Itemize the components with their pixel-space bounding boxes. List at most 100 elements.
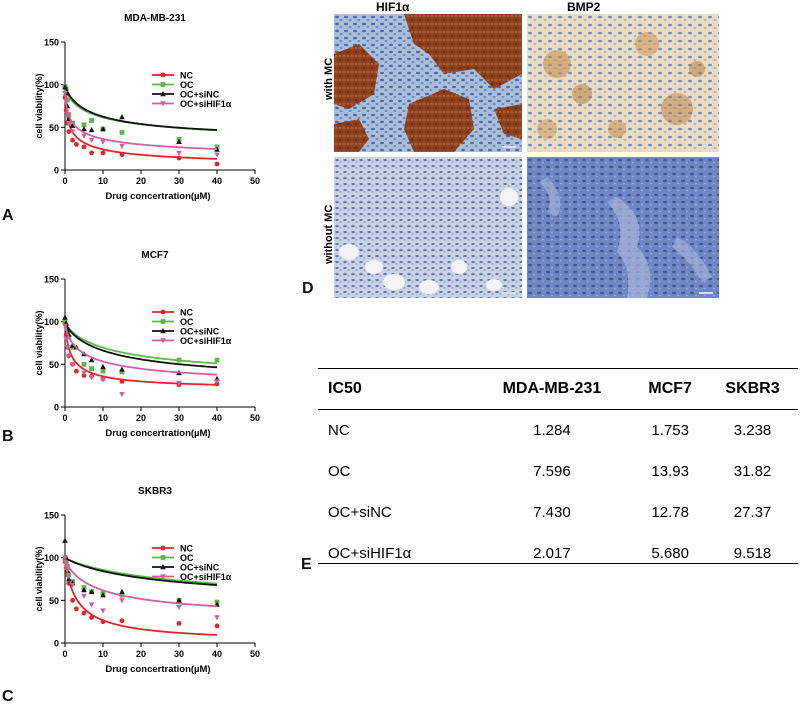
data-point bbox=[214, 379, 220, 385]
legend-entry: OC+siNC bbox=[180, 563, 220, 573]
table-cell: 5.680 bbox=[651, 545, 689, 562]
data-point bbox=[176, 380, 182, 387]
data-point bbox=[176, 597, 182, 603]
fit-curve bbox=[64, 325, 218, 386]
data-point bbox=[176, 150, 182, 156]
y-tick-label: 50 bbox=[49, 360, 59, 370]
y-axis-label: cell viability(%) bbox=[34, 546, 44, 611]
table-row: NC 1.284 1.753 3.238 bbox=[318, 410, 798, 452]
panel-label-e: E bbox=[301, 556, 312, 573]
x-tick-label: 40 bbox=[212, 413, 222, 423]
table-row: OC 7.596 13.93 31.82 bbox=[318, 451, 798, 492]
data-point bbox=[88, 602, 95, 608]
chart-mcf7: MCF7 0 50 100 150 0 10 20 30 40 50 Drug concertrati… bbox=[34, 250, 260, 439]
y-tick-label: 100 bbox=[44, 80, 59, 90]
data-point bbox=[64, 112, 71, 118]
data-point bbox=[214, 623, 220, 629]
data-point bbox=[88, 374, 95, 381]
data-point bbox=[176, 620, 182, 626]
data-point bbox=[74, 606, 79, 612]
data-point bbox=[214, 615, 220, 621]
y-axis-label: cell viability(%) bbox=[34, 73, 44, 138]
y-tick-label: 100 bbox=[44, 553, 59, 563]
data-point bbox=[70, 137, 75, 143]
table-cell: NC bbox=[328, 422, 350, 439]
legend-entry: NC bbox=[180, 544, 193, 554]
legend-marker bbox=[160, 564, 166, 570]
y-tick-label: 50 bbox=[49, 596, 59, 606]
chart-title: MDA-MB-231 bbox=[124, 13, 186, 24]
data-point bbox=[62, 314, 68, 320]
x-tick-label: 30 bbox=[174, 176, 184, 186]
data-point bbox=[176, 138, 182, 145]
panel-label-c: C bbox=[2, 688, 14, 705]
legend-entry: OC+siNC bbox=[180, 90, 220, 100]
table-cell: 2.017 bbox=[533, 545, 571, 562]
data-point bbox=[89, 366, 94, 371]
y-tick-label: 0 bbox=[54, 166, 59, 176]
legend-entry: OC+siNC bbox=[180, 327, 220, 337]
ic50-table: IC50 MDA-MB-231 MCF7 SKBR3 NC 1.284 1.75… bbox=[318, 368, 798, 574]
data-point bbox=[69, 122, 76, 128]
fit-curve bbox=[64, 322, 218, 369]
data-point bbox=[88, 137, 95, 144]
data-point bbox=[64, 345, 71, 351]
panel-label-a: A bbox=[2, 207, 14, 224]
data-point bbox=[214, 161, 220, 167]
legend-entry: NC bbox=[180, 308, 193, 318]
data-point bbox=[88, 588, 95, 594]
table-row: OC+siHIF1α 2.017 5.680 9.518 bbox=[318, 533, 798, 574]
data-point bbox=[69, 582, 76, 588]
ihc-image-grid: HIF1α BMP2 with MC without MC bbox=[323, 0, 800, 300]
data-point bbox=[119, 114, 125, 120]
data-point bbox=[119, 152, 125, 158]
table-bottom-rule bbox=[318, 563, 798, 565]
x-tick-label: 0 bbox=[62, 176, 67, 186]
data-point bbox=[74, 368, 79, 374]
y-tick-label: 0 bbox=[54, 639, 59, 649]
data-point bbox=[119, 598, 125, 604]
data-point bbox=[64, 563, 70, 569]
data-point bbox=[62, 323, 68, 329]
data-point bbox=[81, 593, 87, 600]
x-tick-label: 10 bbox=[98, 649, 108, 659]
data-point bbox=[66, 129, 72, 135]
data-point bbox=[89, 615, 94, 620]
data-point bbox=[119, 618, 125, 624]
legend-marker bbox=[160, 338, 166, 344]
x-tick-label: 20 bbox=[136, 413, 146, 423]
x-tick-label: 40 bbox=[212, 176, 222, 186]
scale-bar bbox=[502, 292, 516, 294]
y-tick-label: 0 bbox=[54, 403, 59, 413]
legend-entry: OC bbox=[180, 317, 194, 327]
fit-curve bbox=[64, 557, 217, 585]
data-point bbox=[62, 91, 68, 97]
data-point bbox=[214, 152, 220, 158]
x-tick-label: 50 bbox=[250, 649, 260, 659]
table-cell: OC+siNC bbox=[328, 504, 392, 521]
x-tick-label: 40 bbox=[212, 649, 222, 659]
x-tick-label: 10 bbox=[98, 413, 108, 423]
scale-bar bbox=[699, 292, 713, 294]
scale-bar bbox=[699, 146, 713, 148]
data-point bbox=[81, 144, 87, 150]
x-tick-label: 20 bbox=[136, 649, 146, 659]
y-tick-label: 50 bbox=[49, 123, 59, 133]
chart-title: MCF7 bbox=[141, 250, 169, 261]
legend-marker bbox=[160, 101, 166, 107]
data-point bbox=[100, 377, 106, 383]
legend-entry: OC+siHIF1α bbox=[180, 336, 232, 346]
table-header: SKBR3 bbox=[707, 368, 798, 410]
data-point bbox=[74, 142, 79, 147]
column-header-hif1a: HIF1α bbox=[376, 0, 410, 14]
y-tick-label: 150 bbox=[44, 511, 59, 521]
data-point bbox=[69, 129, 76, 135]
fit-curve bbox=[64, 85, 217, 131]
legend-marker bbox=[160, 555, 166, 560]
data-point bbox=[100, 150, 106, 156]
x-tick-label: 30 bbox=[174, 649, 184, 659]
table-cell: 13.93 bbox=[651, 463, 689, 480]
x-tick-label: 50 bbox=[250, 413, 260, 423]
data-point bbox=[63, 99, 69, 105]
legend-marker bbox=[160, 82, 166, 87]
